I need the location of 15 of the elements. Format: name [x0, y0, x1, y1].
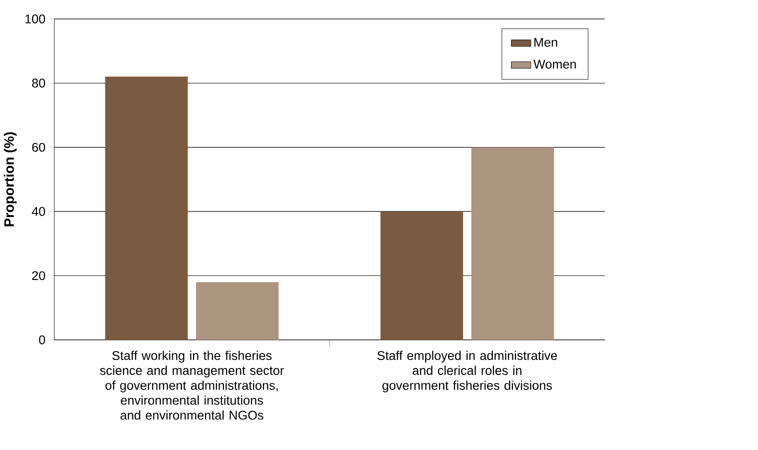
bar: [471, 147, 554, 340]
bar: [196, 282, 279, 340]
y-tick-label: 100: [25, 14, 46, 24]
y-tick-label: 0: [39, 335, 46, 344]
bar: [105, 76, 188, 340]
x-tick-label: Staff working in the fisheries science and management sector of government administrations, environmental institutions and environmental NGOs: [100, 350, 284, 420]
bar: [380, 211, 464, 340]
y-tick-label: 60: [32, 142, 46, 152]
x-tick-label: Staff employed in administrative and clerical roles in government fisheries divisions: [377, 350, 557, 392]
y-tick-label: 20: [32, 271, 46, 280]
y-tick-label: 40: [32, 207, 46, 216]
y-axis-title: Proportion (%): [4, 132, 17, 226]
legend-label: Men: [534, 38, 558, 47]
legend-label: Women: [533, 60, 576, 69]
y-tick-label: 80: [32, 78, 46, 88]
